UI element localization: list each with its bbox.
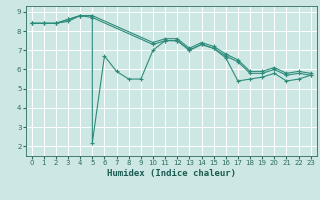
X-axis label: Humidex (Indice chaleur): Humidex (Indice chaleur) bbox=[107, 169, 236, 178]
